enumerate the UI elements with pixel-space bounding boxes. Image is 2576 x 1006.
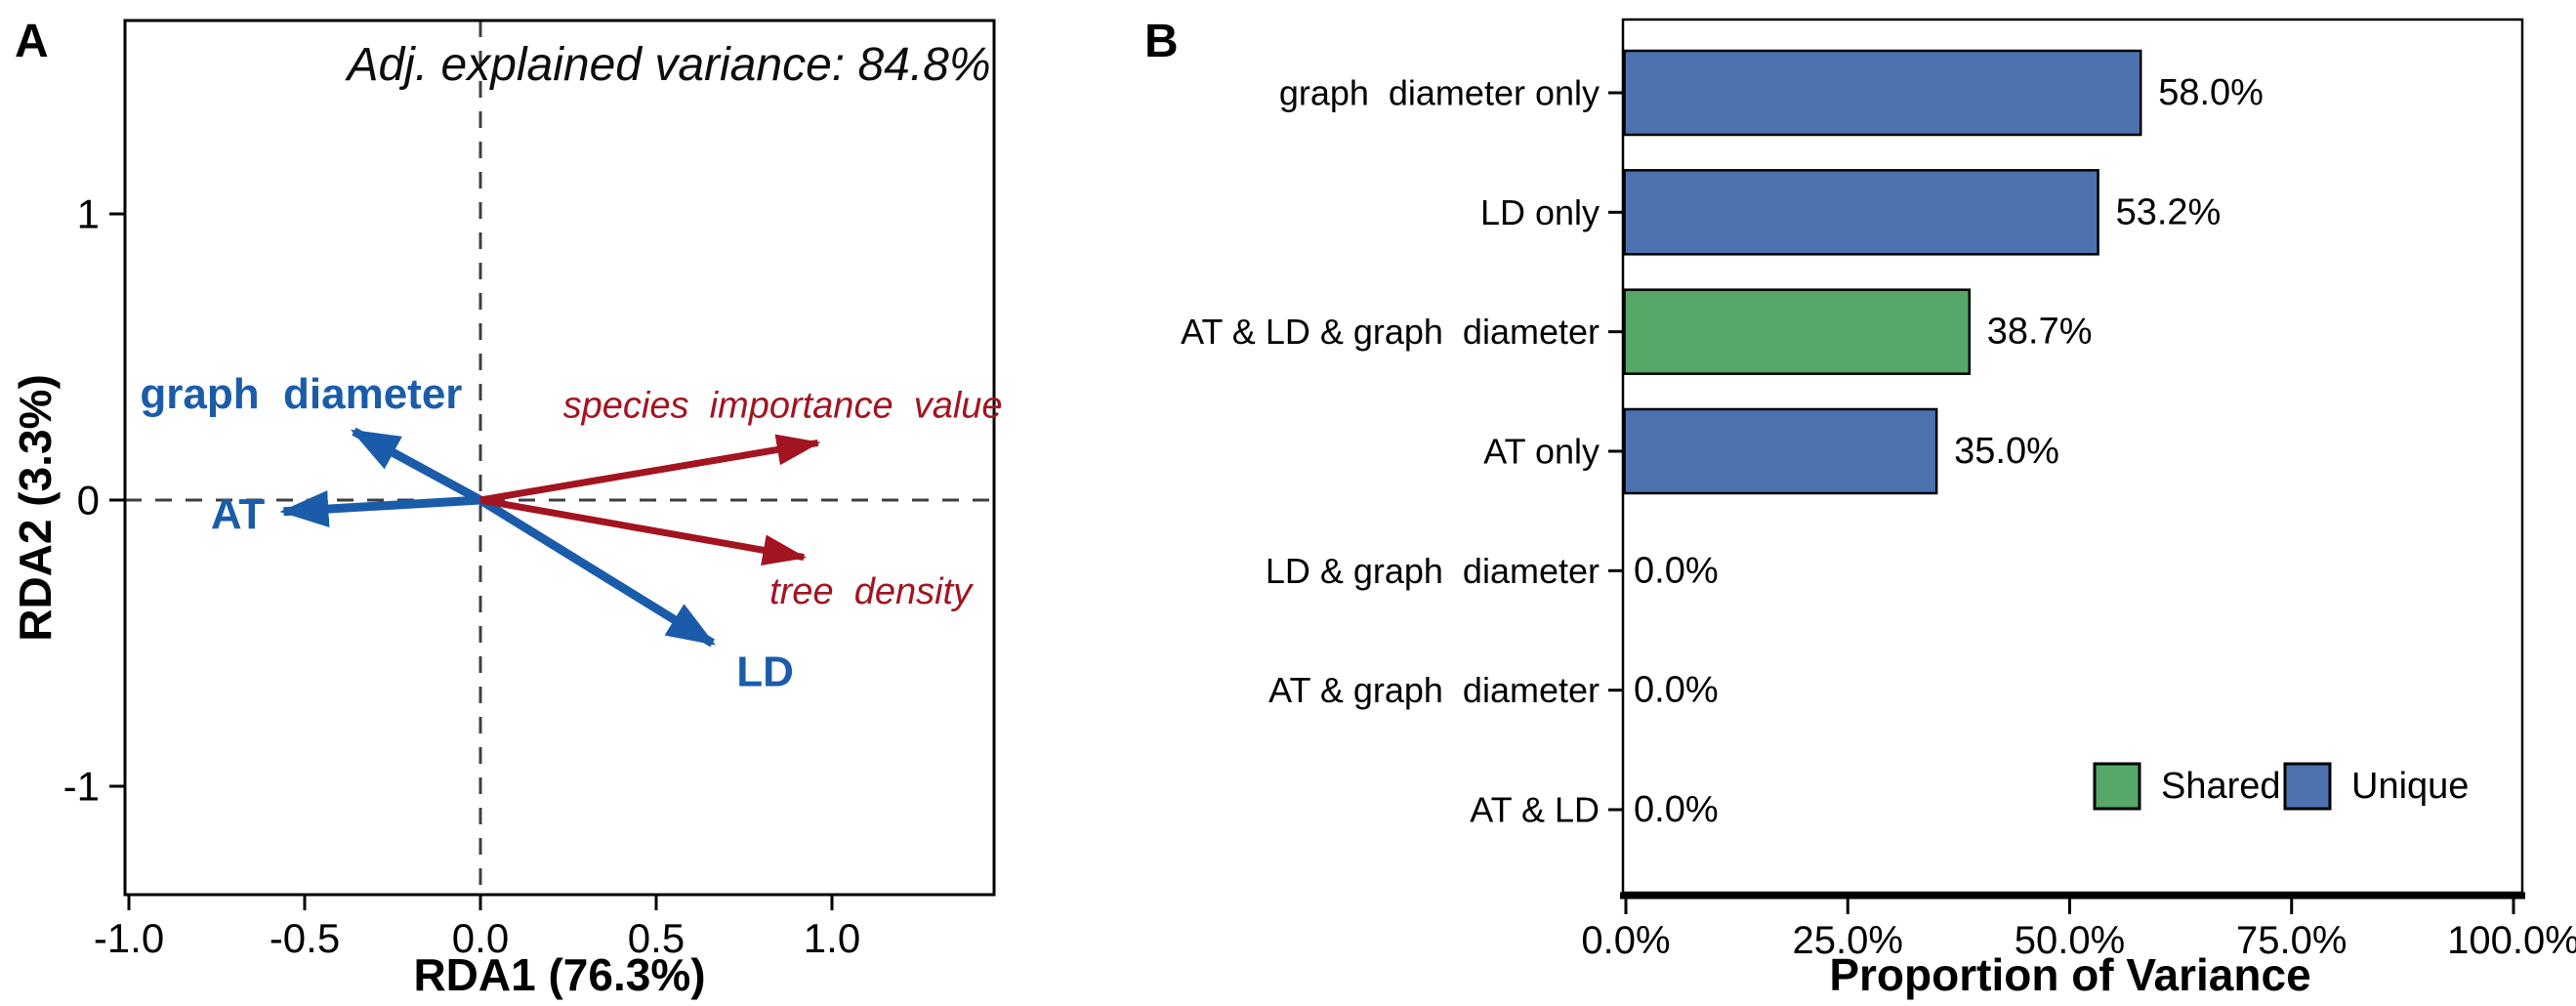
x-tick-label: -0.5	[270, 915, 340, 961]
panel-a-dynamic-layer: -1.0 -0.5 0.0 0.5 1.0 1 0 -1 graph diameter AT LD s…	[63, 19, 1003, 961]
category-label: graph diameter only	[1279, 73, 1600, 113]
x-tick-label: 0.5	[628, 915, 685, 961]
y-tick-label: -1	[63, 764, 100, 810]
x-tick-label: 1.0	[804, 915, 860, 961]
bar-value-label: 38.7%	[1987, 312, 2093, 353]
predictor-arrow-label: LD	[736, 648, 794, 695]
x-tick-label: -1.0	[94, 915, 164, 961]
x-tick-label: 0.0	[452, 915, 509, 961]
panel-a-rda-biplot: -1.0 -0.5 0.0 0.5 1.0 1 0 -1 graph diameter AT LD s…	[10, 16, 1003, 1000]
response-arrow-label: tree density	[769, 571, 974, 612]
panel-b-dynamic-layer: graph diameter only 58.0% LD only 53.2% AT &…	[1181, 18, 2576, 962]
legend-swatch-unique	[2283, 762, 2332, 811]
predictor-arrow	[478, 496, 717, 648]
predictor-arrow-label: graph diameter	[140, 370, 462, 418]
panel-a-y-axis-title: RDA2 (3.3%)	[10, 374, 61, 642]
legend-label: Unique	[2351, 766, 2469, 807]
predictor-arrow	[279, 490, 481, 528]
legend-label: Shared	[2161, 766, 2281, 807]
bar-value-label: 0.0%	[1634, 550, 1719, 591]
y-tick-label: 0	[77, 478, 100, 524]
bar-value-label: 53.2%	[2116, 191, 2222, 232]
panel-a-plot-border	[123, 19, 996, 897]
panel-b-bar-chart: graph diameter only 58.0% LD only 53.2% AT &…	[1144, 16, 2576, 1000]
bar-value-label: 35.0%	[1954, 431, 2059, 472]
panel-a-letter: A	[15, 16, 49, 67]
panel-a-title: Adj. explained variance: 84.8%	[344, 39, 990, 91]
bar-value-label: 58.0%	[2158, 72, 2264, 113]
bar-shared	[1623, 288, 1972, 375]
panel-b-letter: B	[1144, 16, 1179, 67]
response-arrow	[479, 496, 808, 566]
predictor-arrow-label: AT	[211, 490, 266, 538]
response-arrow	[479, 434, 821, 504]
category-label: AT & graph diameter	[1268, 670, 1600, 710]
panel-b-x-axis-title: Proportion of Variance	[1829, 949, 2310, 1000]
bar-value-label: 0.0%	[1634, 670, 1719, 711]
legend-swatch-shared	[2093, 762, 2141, 811]
x-tick-label: 50.0%	[2015, 919, 2125, 962]
bar-unique	[1623, 169, 2099, 256]
category-label: LD & graph diameter	[1266, 551, 1600, 591]
category-label: AT only	[1483, 431, 1600, 471]
predictor-arrow	[350, 427, 483, 504]
x-tick-label: 75.0%	[2236, 919, 2347, 962]
x-tick-label: 0.0%	[1581, 919, 1670, 962]
response-arrow-label: species importance value	[563, 385, 1003, 426]
y-tick-label: 1	[77, 191, 100, 237]
legend: Shared Unique	[2093, 762, 2469, 811]
category-label: LD only	[1480, 192, 1600, 232]
bar-value-label: 0.0%	[1634, 789, 1719, 830]
bar-unique	[1623, 49, 2142, 137]
bar-unique	[1623, 407, 1938, 495]
panel-a-x-axis-title: RDA1 (76.3%)	[413, 949, 705, 1000]
x-tick-label: 25.0%	[1793, 919, 1903, 962]
category-label: AT & LD & graph diameter	[1181, 312, 1600, 352]
x-tick-label: 100.0%	[2447, 919, 2576, 962]
category-label: AT & LD	[1470, 789, 1600, 829]
